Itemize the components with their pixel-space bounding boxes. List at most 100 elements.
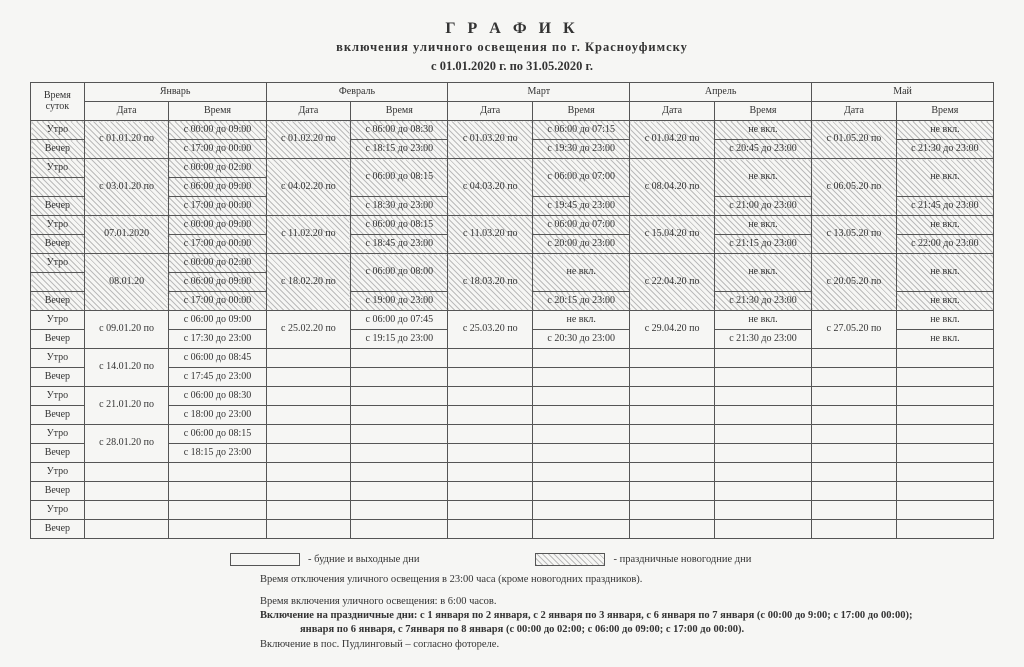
col-date: Дата [84,102,169,121]
schedule-table: Время суток Январь Февраль Март Апрель М… [30,82,994,539]
date-cell: с 11.03.20 по [448,216,533,254]
time-cell [714,368,811,387]
time-cell [169,482,266,501]
date-cell: с 29.04.20 по [630,311,715,349]
time-cell: не вкл. [533,254,630,292]
date-cell [84,482,169,501]
col-period: Время суток [31,83,85,121]
time-cell [351,425,448,444]
time-cell [351,501,448,520]
period-cell: Утро [31,425,85,444]
time-cell: с 00:00 до 02:00 [169,254,266,273]
table-row: Утрос 28.01.20 пос 06:00 до 08:15 [31,425,994,444]
note-pudling: Включение в пос. Пудлинговый – согласно … [260,638,994,652]
time-cell: с 20:30 до 23:00 [533,330,630,349]
date-cell [448,463,533,482]
time-cell: с 21:00 до 23:00 [714,197,811,216]
time-cell [714,349,811,368]
legend-weekday: - будние и выходные дни [308,554,419,565]
table-row: Утрос 09.01.20 пос 06:00 до 09:00с 25.02… [31,311,994,330]
date-cell: с 27.05.20 по [812,311,897,349]
date-cell [448,520,533,539]
time-cell [896,444,993,463]
date-cell [266,501,351,520]
date-cell: 08.01.20 [84,254,169,311]
time-cell: с 19:30 до 23:00 [533,140,630,159]
time-cell: с 22:00 до 23:00 [896,235,993,254]
time-cell: с 19:00 до 23:00 [351,292,448,311]
table-row: Вечерс 17:45 до 23:00 [31,368,994,387]
date-cell [448,501,533,520]
time-cell [533,501,630,520]
date-cell [812,482,897,501]
date-cell [84,501,169,520]
time-cell: не вкл. [714,159,811,197]
time-cell: с 17:00 до 00:00 [169,292,266,311]
date-range: с 01.01.2020 г. по 31.05.2020 г. [30,59,994,74]
period-cell: Утро [31,216,85,235]
time-cell: с 19:15 до 23:00 [351,330,448,349]
date-cell: с 01.02.20 по [266,121,351,159]
page-subtitle: включения уличного освещения по г. Красн… [30,40,994,55]
date-cell [812,444,897,463]
period-cell: Утро [31,121,85,140]
date-cell: с 22.04.20 по [630,254,715,311]
time-cell: с 18:45 до 23:00 [351,235,448,254]
table-row: Утрос 01.01.20 пос 00:00 до 09:00с 01.02… [31,121,994,140]
time-cell [533,444,630,463]
time-cell [896,520,993,539]
time-cell: с 20:15 до 23:00 [533,292,630,311]
date-cell [812,349,897,368]
time-cell: с 18:15 до 23:00 [169,444,266,463]
time-cell: с 06:00 до 07:00 [533,159,630,197]
date-cell [448,482,533,501]
time-cell [714,444,811,463]
date-cell: с 14.01.20 по [84,349,169,387]
swatch-holiday [535,553,605,566]
period-cell: Вечер [31,235,85,254]
date-cell [266,482,351,501]
time-cell [533,368,630,387]
date-cell: с 25.03.20 по [448,311,533,349]
time-cell: с 21:30 до 23:00 [714,330,811,349]
date-cell [266,425,351,444]
time-cell: не вкл. [896,311,993,330]
date-cell [448,406,533,425]
time-cell [351,387,448,406]
time-cell [714,501,811,520]
swatch-weekday [230,553,300,566]
col-date: Дата [266,102,351,121]
date-cell [630,444,715,463]
date-cell [630,349,715,368]
date-cell [630,520,715,539]
time-cell: с 19:45 до 23:00 [533,197,630,216]
notes-block: Время включения уличного освещения: в 6:… [260,595,994,652]
note-holiday-2: января по 6 января, с 7января по 8 январ… [300,623,994,637]
time-cell: с 21:45 до 23:00 [896,197,993,216]
date-cell: с 03.01.20 по [84,159,169,216]
time-cell [351,444,448,463]
col-time: Время [533,102,630,121]
table-row: Утрос 21.01.20 пос 06:00 до 08:30 [31,387,994,406]
time-cell [896,349,993,368]
time-cell: не вкл. [896,254,993,292]
note-holiday-1: Включение на праздничные дни: с 1 января… [260,609,994,623]
time-cell: с 18:00 до 23:00 [169,406,266,425]
period-cell: Утро [31,254,85,273]
period-cell: Утро [31,387,85,406]
table-row: Вечерс 18:15 до 23:00 [31,444,994,463]
time-cell: с 21:30 до 23:00 [714,292,811,311]
date-cell: с 01.05.20 по [812,121,897,159]
time-cell: с 06:00 до 08:30 [351,121,448,140]
date-cell [448,387,533,406]
col-month: Март [448,83,630,102]
date-cell [812,425,897,444]
time-cell [714,463,811,482]
time-cell: с 17:45 до 23:00 [169,368,266,387]
time-cell: с 06:00 до 09:00 [169,311,266,330]
time-cell: с 06:00 до 09:00 [169,178,266,197]
date-cell [448,368,533,387]
col-month: Январь [84,83,266,102]
date-cell [812,501,897,520]
time-cell: с 06:00 до 08:30 [169,387,266,406]
